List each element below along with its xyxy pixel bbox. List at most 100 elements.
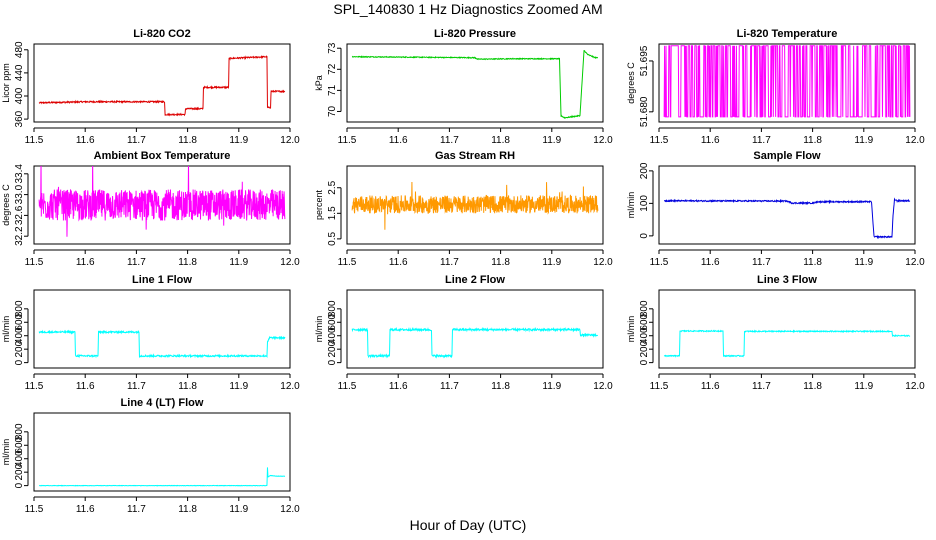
x-tick-label: 11.8 xyxy=(803,381,822,392)
x-tick-label: 12.0 xyxy=(280,135,300,146)
x-tick-label: 11.5 xyxy=(338,381,357,392)
x-tick-label: 11.8 xyxy=(491,257,510,268)
plot-frame xyxy=(346,165,604,245)
x-tick-label: 11.6 xyxy=(389,381,408,392)
y-tick-label: 480 xyxy=(14,41,25,58)
x-tick-label: 11.6 xyxy=(701,135,720,146)
panel-title: Gas Stream RH xyxy=(435,150,515,162)
y-axis-title: ml/min xyxy=(314,316,324,343)
panel-2: Li-820 Temperature 11.5 11.6 11.7 11.8 11.9 12… xyxy=(626,28,925,146)
series-line xyxy=(351,326,598,359)
series-line xyxy=(663,329,911,358)
x-tick-label: 12.0 xyxy=(905,381,925,392)
x-tick-label: 11.7 xyxy=(440,381,459,392)
y-tick-label: 33.4 xyxy=(14,164,25,184)
y-tick-label: 0 xyxy=(14,359,25,365)
y-tick-label: 600 xyxy=(639,313,650,330)
x-tick-label: 11.5 xyxy=(25,135,44,146)
panel-0: Li-820 CO2 11.5 11.6 11.7 11.8 11.9 12.0 360 400… xyxy=(1,28,300,146)
y-axis-title: ml/min xyxy=(1,439,11,466)
panel-title: Line 4 (LT) Flow xyxy=(121,397,204,409)
x-tick-label: 11.5 xyxy=(650,381,669,392)
x-tick-label: 12.0 xyxy=(280,381,300,392)
x-tick-label: 11.6 xyxy=(701,257,720,268)
x-tick-label: 11.6 xyxy=(389,135,408,146)
panel-title: Li-820 Pressure xyxy=(434,28,516,40)
panel-5: Sample Flow 11.5 11.6 11.7 11.8 11.9 12.0 0 100 2… xyxy=(626,150,925,268)
series-line xyxy=(663,197,911,240)
y-axis-title: ml/min xyxy=(1,316,11,343)
series-line xyxy=(38,166,286,237)
panel-1: Li-820 Pressure 11.5 11.6 11.7 11.8 11.9 12.0 7… xyxy=(314,28,613,146)
y-axis-title: degrees C xyxy=(1,184,11,226)
x-tick-label: 11.7 xyxy=(127,257,146,268)
x-tick-label: 11.7 xyxy=(752,381,771,392)
y-tick-label: 400 xyxy=(14,450,25,467)
series-line xyxy=(38,467,286,487)
x-tick-label: 11.9 xyxy=(854,257,873,268)
y-tick-label: 400 xyxy=(14,87,25,104)
plot-frame xyxy=(33,165,291,245)
x-tick-label: 11.9 xyxy=(542,381,561,392)
panel-title: Line 2 Flow xyxy=(445,274,505,286)
y-tick-label: 200 xyxy=(639,162,650,179)
y-tick-label: 200 xyxy=(327,340,338,357)
x-tick-label: 11.7 xyxy=(127,135,146,146)
x-tick-label: 11.9 xyxy=(229,257,248,268)
series-line xyxy=(351,182,599,230)
y-axis-title: Licor ppm xyxy=(1,63,11,103)
y-axis-title: degrees C xyxy=(626,62,636,104)
y-tick-label: 400 xyxy=(639,327,650,344)
plot-frame xyxy=(346,43,604,123)
x-tick-label: 11.8 xyxy=(491,135,510,146)
y-tick-label: 360 xyxy=(14,110,25,127)
y-tick-label: 51.680 xyxy=(639,96,650,127)
x-tick-label: 11.6 xyxy=(76,257,95,268)
panel-8: Line 3 Flow 11.5 11.6 11.7 11.8 11.9 12.0 0 2004… xyxy=(626,274,925,392)
panel-title: Line 3 Flow xyxy=(757,274,817,286)
y-tick-label: 0 xyxy=(639,359,650,365)
series-line xyxy=(663,45,911,118)
x-tick-label: 11.9 xyxy=(229,381,248,392)
x-tick-label: 11.7 xyxy=(440,257,459,268)
x-tick-label: 11.6 xyxy=(701,381,720,392)
x-tick-label: 11.8 xyxy=(178,257,197,268)
plot-frame xyxy=(33,289,291,369)
y-tick-label: 0.5 xyxy=(327,231,338,245)
y-tick-label: 200 xyxy=(14,340,25,357)
panel-title: Sample Flow xyxy=(753,150,821,162)
y-tick-label: 800 xyxy=(327,300,338,317)
y-tick-label: 72 xyxy=(327,63,338,75)
series-line xyxy=(38,55,286,117)
y-tick-label: 600 xyxy=(14,436,25,453)
y-tick-label: 2.5 xyxy=(327,180,338,194)
series-line xyxy=(38,329,286,359)
x-tick-label: 11.5 xyxy=(25,504,44,515)
x-tick-label: 12.0 xyxy=(593,257,613,268)
x-tick-label: 11.9 xyxy=(542,135,561,146)
x-tick-label: 12.0 xyxy=(280,504,300,515)
y-tick-label: 0 xyxy=(14,482,25,488)
x-tick-label: 11.5 xyxy=(338,257,357,268)
x-tick-label: 12.0 xyxy=(905,257,925,268)
x-tick-label: 11.9 xyxy=(854,381,873,392)
x-tick-label: 11.7 xyxy=(752,257,771,268)
x-tick-label: 11.5 xyxy=(338,135,357,146)
panel-6: Line 1 Flow 11.5 11.6 11.7 11.8 11.9 12.0 0 2004… xyxy=(1,274,300,392)
x-tick-label: 11.5 xyxy=(650,257,669,268)
x-tick-label: 11.9 xyxy=(229,135,248,146)
y-tick-label: 32.6 xyxy=(14,205,25,225)
y-tick-label: 400 xyxy=(327,327,338,344)
x-tick-label: 11.6 xyxy=(76,504,95,515)
y-axis-title: ml/min xyxy=(626,316,636,343)
y-tick-label: 400 xyxy=(14,327,25,344)
figure-title: SPL_140830 1 Hz Diagnostics Zoomed AM xyxy=(333,1,603,17)
panel-title: Line 1 Flow xyxy=(132,274,192,286)
x-tick-label: 11.9 xyxy=(229,504,248,515)
x-tick-label: 11.5 xyxy=(25,381,44,392)
x-tick-label: 11.8 xyxy=(178,135,197,146)
y-tick-label: 600 xyxy=(14,313,25,330)
x-tick-label: 11.6 xyxy=(76,381,95,392)
y-tick-label: 1.5 xyxy=(327,206,338,220)
